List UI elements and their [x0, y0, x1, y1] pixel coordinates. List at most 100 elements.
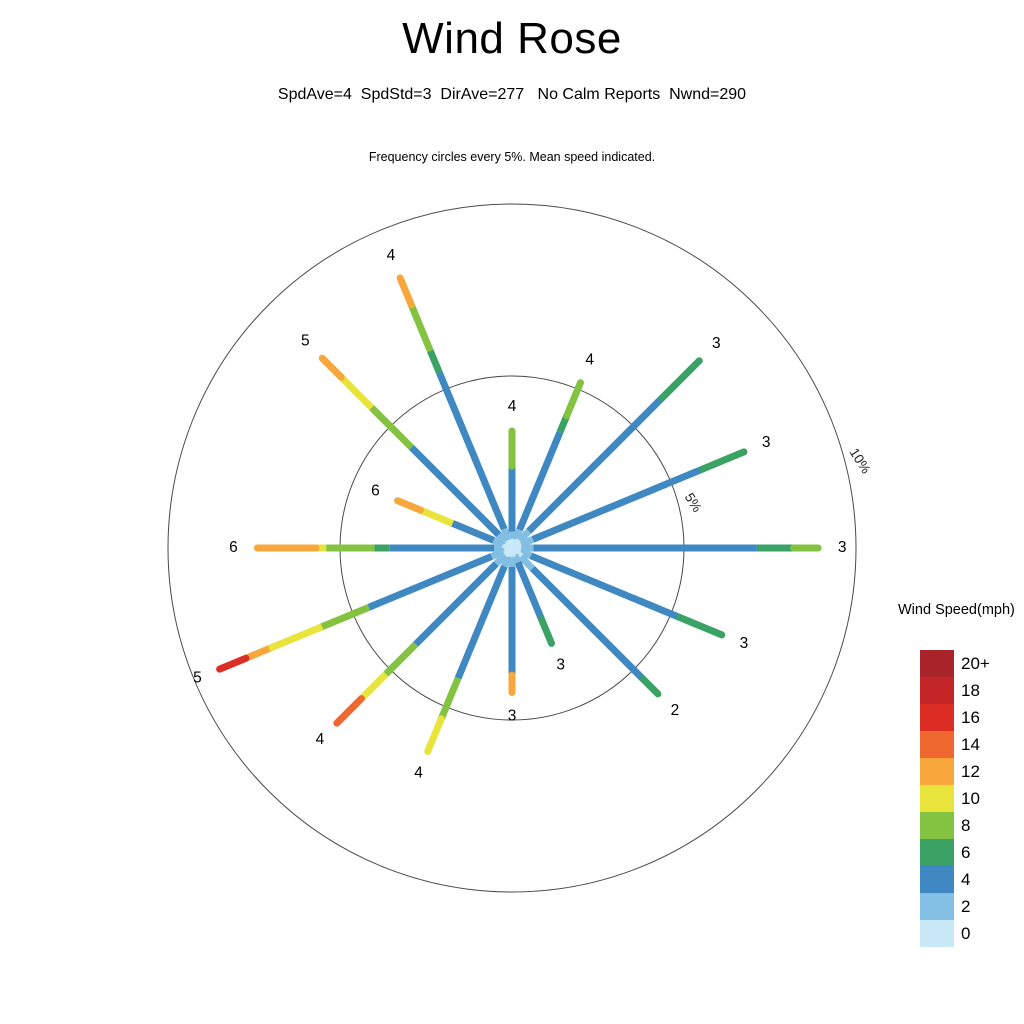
- spoke-segment-NNW-6: [427, 349, 443, 374]
- ring-percent-label: 10%: [847, 445, 874, 476]
- spoke-segment-NW-8: [369, 405, 414, 450]
- spoke-segment-NNE-4: [516, 430, 564, 532]
- legend-bin: 10: [920, 785, 1020, 812]
- legend-swatch: [920, 812, 954, 839]
- mean-speed-label-SE: 2: [671, 702, 680, 719]
- spoke-segment-NE-4: [526, 395, 665, 534]
- legend-swatch: [920, 758, 954, 785]
- spoke-segment-WNW-12: [394, 497, 424, 514]
- mean-speed-label-ESE: 3: [740, 635, 749, 652]
- legend-swatch: [920, 920, 954, 947]
- frequency-note: Frequency circles every 5%. Mean speed i…: [368, 150, 656, 164]
- legend-bin: 4: [920, 866, 1020, 893]
- spoke-segment-NE-2: [517, 528, 532, 543]
- spoke-segment-NW-12: [318, 354, 345, 381]
- spoke-segment-NNW-0: [505, 538, 516, 550]
- legend-swatch: [920, 650, 954, 677]
- spoke-segment-SSW-8: [437, 676, 462, 721]
- ring-percent-label: 5%: [682, 490, 705, 514]
- mean-speed-label-SW: 4: [316, 731, 325, 748]
- legend-bin-label: 10: [961, 788, 980, 808]
- legend-bin: 20+: [920, 650, 1020, 677]
- mean-speed-label-WNW: 6: [371, 483, 380, 500]
- spoke-segment-SSW-2: [501, 554, 512, 568]
- spoke-segment-SE-2: [518, 554, 535, 571]
- mean-speed-label-NW: 5: [301, 332, 310, 349]
- spoke-segment-ESE-4: [529, 552, 682, 621]
- wind-speed-legend: Wind Speed(mph) 20+ 18 16 14 12 10 8 6 4 2 0: [898, 602, 1020, 947]
- spoke-segment-NW-4: [408, 444, 502, 538]
- spoke-segment-NW-2: [496, 532, 509, 545]
- spoke-segment-NW-10: [338, 374, 375, 411]
- legend-swatch: [920, 893, 954, 920]
- legend-swatch: [920, 839, 954, 866]
- mean-speed-label-WSW: 5: [193, 669, 202, 686]
- spoke-segment-WSW-2: [490, 548, 505, 560]
- mean-speed-label-S: 3: [508, 708, 517, 725]
- spoke-segment-SSW-4: [454, 564, 508, 680]
- legend-swatch: [920, 731, 954, 758]
- mean-speed-label-N: 4: [508, 398, 517, 415]
- spoke-segment-NNE-2: [512, 528, 523, 542]
- mean-speed-label-SSE: 3: [556, 657, 565, 674]
- spoke-segment-SSW-10: [424, 715, 445, 755]
- legend-bin: 18: [920, 677, 1020, 704]
- spoke-segment-ENE-2: [519, 536, 535, 548]
- mean-speed-label-E: 3: [838, 539, 847, 556]
- spoke-segment-NE-6: [658, 357, 703, 402]
- spoke-segment-WNW-4: [451, 520, 496, 544]
- legend-bin-label: 8: [961, 815, 971, 835]
- spoke-segment-ENE-6: [698, 448, 748, 473]
- spoke-segment-SE-6: [639, 675, 662, 698]
- spoke-segment-ESE-2: [519, 548, 533, 560]
- legend-bin: 6: [920, 839, 1020, 866]
- legend-bin: 0: [920, 920, 1020, 947]
- spoke-segment-SW-4: [413, 561, 499, 647]
- spoke-segment-NNW-8: [408, 303, 434, 353]
- spoke-segment-NNW-12: [396, 274, 415, 309]
- legend-title: Wind Speed(mph): [898, 602, 1015, 618]
- spoke-segment-WSW-16: [216, 654, 250, 673]
- spoke-segment-ENE-4: [531, 465, 704, 543]
- legend-swatch: [920, 866, 954, 893]
- spoke-segment-SE-4: [529, 565, 646, 682]
- legend-swatch: [920, 785, 954, 812]
- mean-speed-label-ENE: 3: [762, 434, 771, 451]
- spoke-segment-SW-2: [493, 552, 508, 567]
- spoke-segment-SW-8: [383, 641, 419, 677]
- legend-bin-label: 0: [961, 923, 971, 943]
- spoke-segment-WNW-2: [492, 537, 505, 548]
- mean-speed-label-W: 6: [229, 539, 238, 556]
- legend-bin-label: 20+: [961, 653, 990, 673]
- stats-subtitle: SpdAve=4 SpdStd=3 DirAve=277 No Calm Rep…: [277, 86, 747, 103]
- legend-bin-label: 2: [961, 896, 971, 916]
- spoke-segment-WNW-10: [419, 506, 454, 527]
- spoke-segment-WSW-12: [244, 645, 271, 662]
- spoke-segment-WSW-10: [267, 623, 324, 652]
- legend-bin-label: 6: [961, 842, 971, 862]
- legend-rows: 20+ 18 16 14 12 10 8 6 4 2 0: [920, 650, 1020, 947]
- spoke-segment-WSW-4: [367, 553, 493, 611]
- spoke-segment-SSE-6: [538, 616, 555, 647]
- frequency-ring: [167, 203, 857, 893]
- spoke-segment-WSW-8: [320, 604, 371, 630]
- spoke-segment-SSE-4: [514, 560, 545, 621]
- legend-bin: 14: [920, 731, 1020, 758]
- mean-speed-label-NE: 3: [712, 335, 721, 352]
- legend-bin: 12: [920, 758, 1020, 785]
- legend-bin-label: 14: [961, 734, 980, 754]
- legend-bin-label: 4: [961, 869, 971, 889]
- mean-speed-label-NNE: 4: [585, 352, 594, 369]
- spoke-segment-ESE-6: [676, 614, 726, 639]
- spoke-segment-SW-14: [333, 695, 365, 727]
- legend-bin-label: 16: [961, 707, 980, 727]
- legend-bin: 2: [920, 893, 1020, 920]
- mean-speed-label-SSW: 4: [414, 765, 423, 782]
- spoke-segment-NNW-4: [436, 371, 508, 531]
- legend-bin-label: 18: [961, 680, 980, 700]
- legend-bin: 8: [920, 812, 1020, 839]
- spoke-segment-SW-10: [358, 671, 389, 702]
- mean-speed-label-NNW: 4: [387, 247, 396, 264]
- spoke-segment-NNW-2: [500, 527, 512, 542]
